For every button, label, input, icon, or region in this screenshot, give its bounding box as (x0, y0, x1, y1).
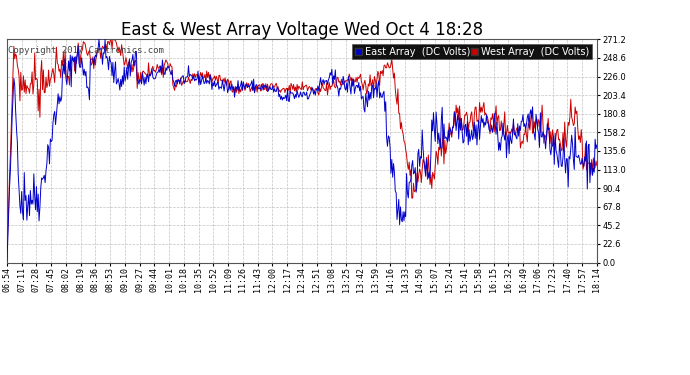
Text: Copyright 2017 Cartronics.com: Copyright 2017 Cartronics.com (8, 46, 164, 55)
Title: East & West Array Voltage Wed Oct 4 18:28: East & West Array Voltage Wed Oct 4 18:2… (121, 21, 483, 39)
Legend: East Array  (DC Volts), West Array  (DC Volts): East Array (DC Volts), West Array (DC Vo… (352, 44, 592, 59)
